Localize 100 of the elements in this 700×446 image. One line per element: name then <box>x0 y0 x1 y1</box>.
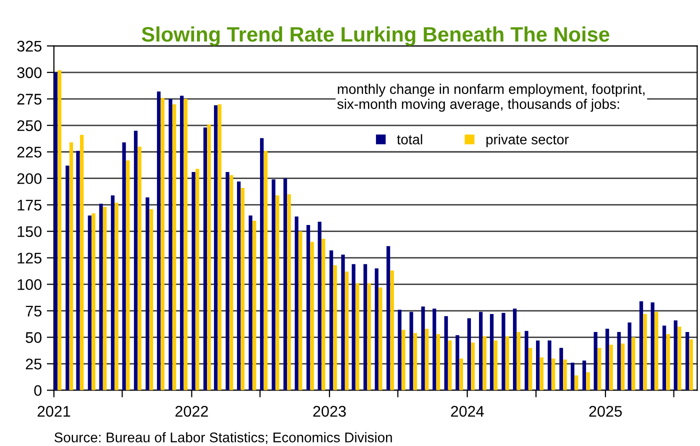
bar <box>272 179 276 390</box>
bar <box>570 362 574 390</box>
bar <box>264 150 268 390</box>
bar <box>196 168 200 390</box>
bar <box>524 330 528 390</box>
bar <box>540 357 544 390</box>
bar <box>516 332 520 390</box>
y-tick-label: 0 <box>34 385 42 396</box>
y-tick-label: 325 <box>17 40 42 52</box>
bar <box>548 340 552 390</box>
bar <box>237 182 241 390</box>
bar <box>609 344 613 390</box>
bar <box>168 98 172 390</box>
bar <box>639 301 644 390</box>
bar <box>689 339 693 390</box>
bar <box>146 197 150 390</box>
bar <box>678 326 682 390</box>
source-note: Source: Bureau of Labor Statistics; Economics Division <box>54 432 392 444</box>
bar <box>605 328 610 390</box>
bar <box>390 270 394 390</box>
bar <box>58 70 62 390</box>
bar <box>594 332 598 390</box>
bar <box>214 105 218 390</box>
bar <box>184 98 188 390</box>
bar <box>329 250 334 390</box>
bar <box>402 330 406 390</box>
bar <box>230 175 234 390</box>
bar <box>628 322 632 390</box>
bar <box>436 334 440 390</box>
bar <box>563 360 567 390</box>
bar <box>367 283 371 390</box>
bar <box>156 91 161 390</box>
y-tick-label: 225 <box>17 146 42 158</box>
bar <box>482 336 486 390</box>
bar <box>66 166 70 390</box>
y-tick-label: 150 <box>18 226 42 238</box>
bar <box>536 340 540 390</box>
bar <box>444 316 448 390</box>
bar <box>218 104 222 390</box>
bar <box>650 302 654 390</box>
x-tick-label: 2024 <box>451 406 484 417</box>
y-tick-label: 250 <box>17 120 42 132</box>
bar <box>467 318 471 390</box>
bar <box>471 342 475 390</box>
bar <box>322 238 326 390</box>
x-tick-label: 2025 <box>589 406 622 417</box>
bar <box>425 328 429 390</box>
bar <box>180 96 184 390</box>
bar <box>345 272 349 390</box>
bar <box>617 332 621 390</box>
bar <box>80 134 84 390</box>
bar <box>666 334 670 390</box>
bar <box>374 268 378 390</box>
y-tick-label: 275 <box>17 94 42 105</box>
bar <box>654 312 658 390</box>
y-tick-label: 125 <box>18 252 42 264</box>
bar <box>88 215 92 390</box>
bar <box>582 360 586 390</box>
bar <box>318 222 322 390</box>
bar <box>432 308 436 390</box>
bar <box>310 242 314 390</box>
bar <box>674 320 678 390</box>
bar <box>410 312 414 390</box>
bar <box>103 206 107 390</box>
bar <box>356 283 360 390</box>
bar <box>92 213 96 390</box>
x-tick-label: 2022 <box>175 406 208 417</box>
bar <box>448 340 452 390</box>
bar <box>490 314 494 390</box>
bar <box>287 194 291 390</box>
y-tick-label: 75 <box>26 306 42 316</box>
annotation: monthly change in nonfarm employment, footprint, six-month moving average, thousands of jobs: <box>337 84 645 112</box>
bar <box>110 195 115 390</box>
y-tick-label: 300 <box>17 67 42 78</box>
x-tick-label: 2021 <box>38 406 70 417</box>
x-tick-label: 2023 <box>313 406 346 417</box>
legend-label: total <box>397 134 422 144</box>
bar <box>456 335 460 390</box>
bar <box>502 312 506 390</box>
bar <box>283 178 288 390</box>
bar <box>598 348 602 390</box>
bar <box>333 265 337 390</box>
bar <box>643 314 647 390</box>
bar <box>512 308 517 390</box>
bar <box>586 372 590 390</box>
bar <box>99 204 103 390</box>
bar <box>352 264 356 390</box>
bar <box>248 215 252 390</box>
bar <box>620 344 625 390</box>
bar <box>413 333 417 390</box>
bar <box>240 188 244 390</box>
bar <box>528 348 532 390</box>
bar <box>54 72 58 390</box>
y-tick-label: 175 <box>18 200 42 211</box>
bar <box>306 224 310 390</box>
bar <box>126 160 130 390</box>
bar <box>662 326 666 390</box>
bar <box>76 150 80 390</box>
bar <box>260 138 264 390</box>
bar <box>276 195 280 390</box>
